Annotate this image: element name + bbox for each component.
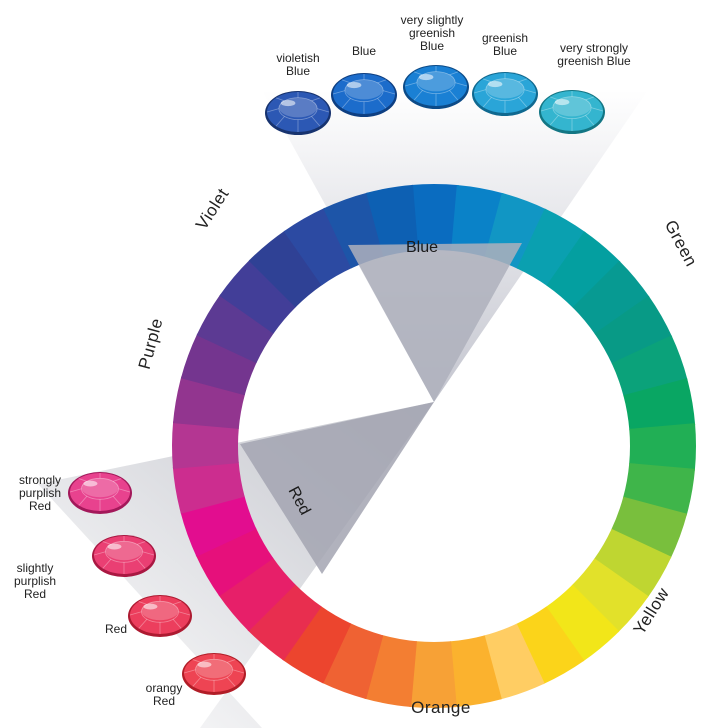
- blue-gem-label: Blue: [352, 44, 376, 58]
- gem-icon: [331, 73, 397, 117]
- wheel-segment: [594, 295, 673, 365]
- violet-label: Violet: [192, 185, 233, 233]
- wheel-segment: [321, 623, 384, 700]
- green-label: Green: [661, 217, 701, 270]
- red-gem-label: slightly purplish Red: [14, 561, 56, 601]
- wheel-segment: [282, 605, 352, 684]
- gem-icon: [472, 72, 538, 116]
- gem-icon: [539, 90, 605, 134]
- wheel-segment: [218, 557, 296, 632]
- gem-icon: [68, 472, 132, 514]
- red-sector-cone: [240, 402, 434, 574]
- gem-icon: [265, 91, 331, 135]
- gem-icon: [92, 535, 156, 577]
- red-gem-column: strongly purplish Red slightly purplish Red Re…: [14, 472, 246, 708]
- wheel-segment: [572, 260, 650, 335]
- wheel-segment: [546, 231, 621, 309]
- wheel-segment: [248, 230, 323, 308]
- red-gem-label: strongly purplish Red: [19, 473, 61, 513]
- blue-sector-label: Blue: [406, 239, 438, 256]
- wheel-segment: [611, 496, 688, 559]
- wheel-segment: [571, 558, 649, 633]
- wheel-segment: [180, 333, 257, 396]
- wheel-segment: [366, 184, 419, 257]
- wheel-segment: [545, 584, 620, 662]
- wheel-segment: [516, 208, 586, 287]
- orange-label: Orange: [411, 698, 471, 717]
- wheel-segment: [172, 461, 245, 514]
- wheel-segment: [623, 378, 696, 431]
- blue-sector-cone: [348, 243, 522, 402]
- wheel-segment: [171, 421, 239, 469]
- blue-gem-label: very slightly greenish Blue: [401, 13, 464, 53]
- gem-icon: [128, 595, 192, 637]
- wheel-segment: [219, 259, 297, 334]
- gem-icon: [403, 65, 469, 109]
- wheel-segment: [449, 635, 502, 708]
- wheel-segment: [593, 528, 672, 598]
- blue-gem-row: violetish Blue Blue very slightly greenish Bl…: [265, 13, 631, 135]
- gem-icon: [182, 653, 246, 695]
- wheel-segment: [515, 606, 585, 685]
- wheel-segment: [196, 294, 275, 364]
- red-gem-label: Red: [105, 622, 127, 636]
- wheel-segment: [195, 527, 274, 597]
- red-gem-label: orangy Red: [146, 681, 183, 708]
- blue-gem-label: very strongly greenish Blue: [557, 41, 631, 68]
- purple-label: Purple: [135, 316, 167, 371]
- blue-gem-label: greenish Blue: [482, 31, 528, 58]
- wheel-segment: [180, 495, 257, 557]
- wheel-segment: [247, 583, 322, 661]
- wheel-segment: [483, 623, 545, 700]
- wheel-segment: [283, 207, 353, 286]
- wheel-segment: [409, 641, 457, 708]
- wheel-segment: [629, 423, 696, 471]
- wheel-segment: [411, 183, 459, 251]
- blue-gem-label: violetish Blue: [276, 51, 319, 78]
- wheel-segment: [611, 335, 688, 397]
